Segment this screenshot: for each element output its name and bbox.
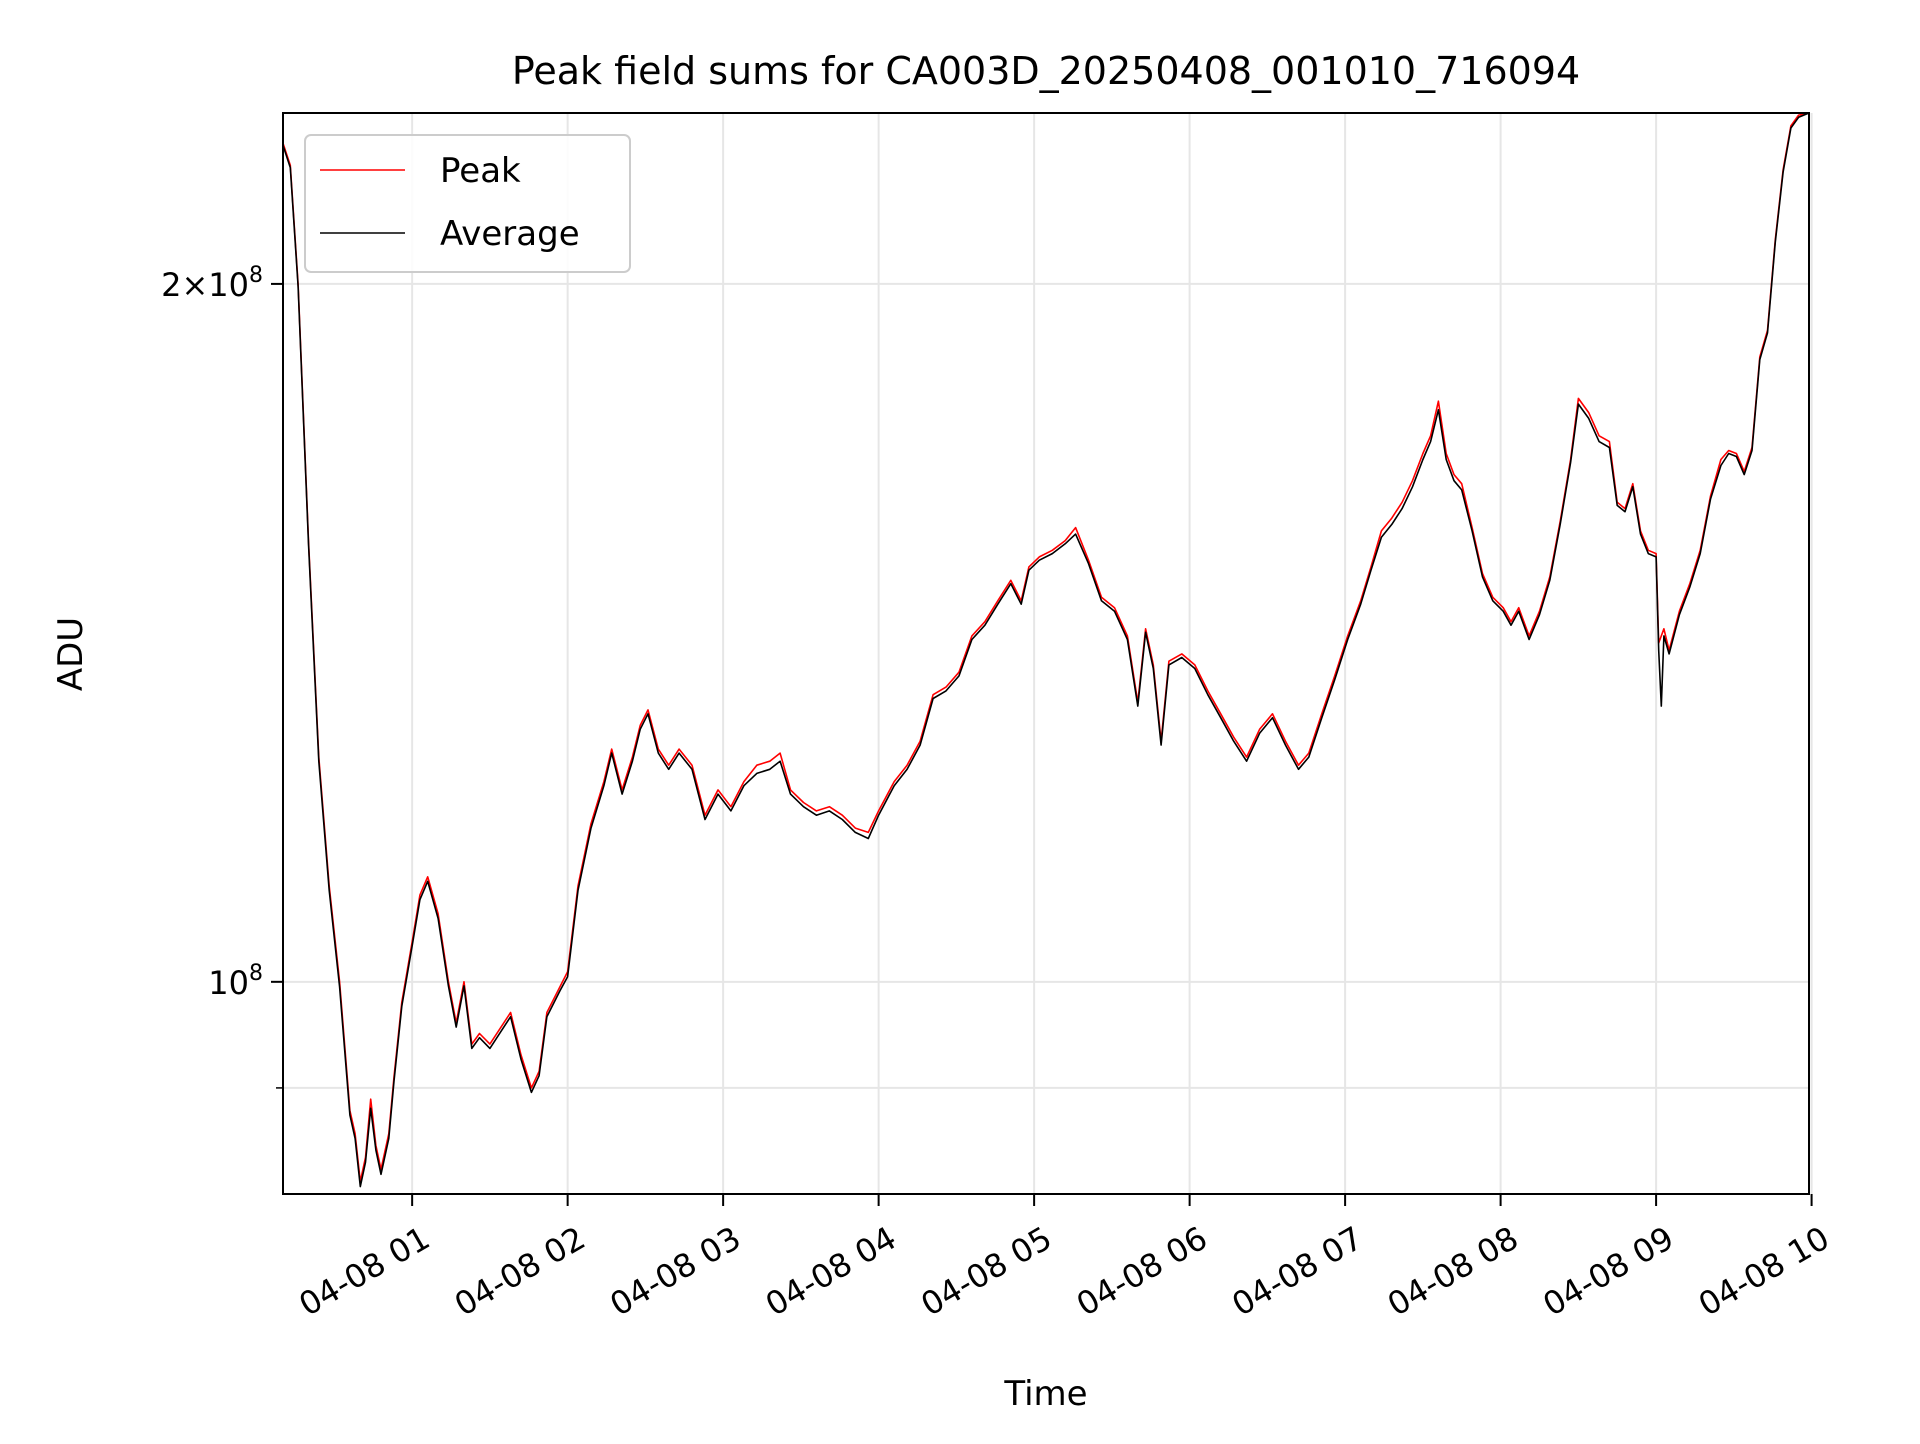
- legend-average-label: Average: [440, 214, 580, 254]
- grid-layer: [283, 113, 1813, 1194]
- y-axis-ticks: 108 2×108: [161, 263, 283, 1089]
- series-layer: [282, 112, 1810, 1188]
- legend-peak-label: Peak: [440, 151, 521, 191]
- chart-title: Peak field sums for CA003D_20250408_0010…: [512, 49, 1580, 93]
- series-line-average: [282, 112, 1810, 1188]
- y-axis-label: ADU: [51, 617, 91, 691]
- y-tick-label: 2×108: [161, 263, 263, 304]
- legend: Peak Average: [304, 134, 631, 273]
- y-tick-label: 108: [208, 961, 263, 1002]
- series-line-peak: [282, 112, 1810, 1183]
- plot-frame: [282, 112, 1810, 1195]
- x-axis-label: Time: [1003, 1374, 1087, 1414]
